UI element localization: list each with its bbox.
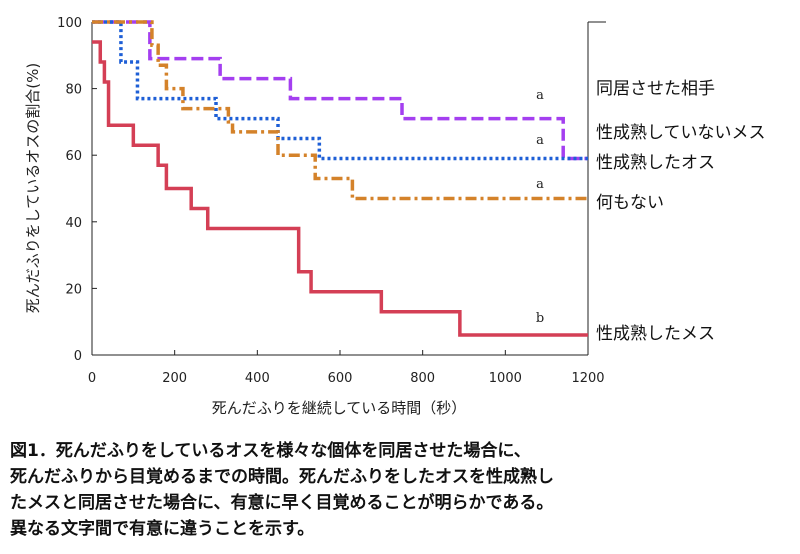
caption-line: 死んだふりから目覚めるまでの時間。死んだふりをしたオスを性成熟し bbox=[10, 467, 554, 487]
series-line-4 bbox=[92, 40, 588, 337]
series-label-3: 何もない bbox=[596, 193, 664, 213]
significance-letter-3: a bbox=[536, 177, 544, 192]
x-tick-label: 800 bbox=[410, 371, 435, 386]
x-tick-label: 1200 bbox=[571, 371, 604, 386]
y-tick-label: 0 bbox=[74, 349, 82, 364]
y-tick-label: 80 bbox=[65, 83, 82, 98]
x-tick-label: 600 bbox=[328, 371, 353, 386]
y-tick-label: 20 bbox=[65, 282, 82, 297]
caption-line: 異なる文字間で有意に違うことを示す。 bbox=[10, 519, 315, 539]
series-lines bbox=[92, 20, 588, 337]
y-tick-label: 60 bbox=[65, 149, 82, 164]
series-label-4: 性成熟したメス bbox=[596, 323, 715, 344]
significance-letter-0: a bbox=[536, 88, 544, 103]
survival-chart: 0 200 400 600 800 1000 1200 0 20 40 60 80 100 同居させた相… bbox=[24, 16, 766, 417]
y-tick-label: 40 bbox=[65, 216, 82, 231]
figure-caption: 図1．死んだふりをしているオスを様々な個体を同居させた場合に、 死んだふりから目… bbox=[10, 438, 790, 542]
y-tick-label: 100 bbox=[57, 16, 82, 31]
series-line-1 bbox=[92, 20, 588, 161]
caption-line: たメスと同居させた場合に、有意に早く目覚めることが明らかである。 bbox=[10, 493, 554, 513]
x-tick-label: 1000 bbox=[489, 371, 522, 386]
y-axis-title: 死んだふりをしているオスの割合(%) bbox=[24, 63, 42, 314]
x-tick-label: 0 bbox=[88, 371, 96, 386]
caption-line: 図1．死んだふりをしているオスを様々な個体を同居させた場合に、 bbox=[10, 441, 531, 461]
series-label-2: 性成熟したオス bbox=[596, 152, 715, 173]
significance-letter-4: b bbox=[536, 311, 544, 326]
x-tick-label: 400 bbox=[245, 371, 270, 386]
series-line-0 bbox=[92, 20, 588, 161]
series-line-3 bbox=[92, 20, 588, 201]
axes: 0 200 400 600 800 1000 1200 0 20 40 60 80 100 bbox=[57, 16, 606, 386]
significance-letter-1: a bbox=[536, 133, 544, 148]
x-axis-title: 死んだふりを継続している時間（秒） bbox=[212, 399, 467, 417]
series-label-1: 性成熟していないメス bbox=[596, 122, 766, 143]
series-label-0: 同居させた相手 bbox=[596, 79, 715, 99]
x-tick-label: 200 bbox=[162, 371, 187, 386]
